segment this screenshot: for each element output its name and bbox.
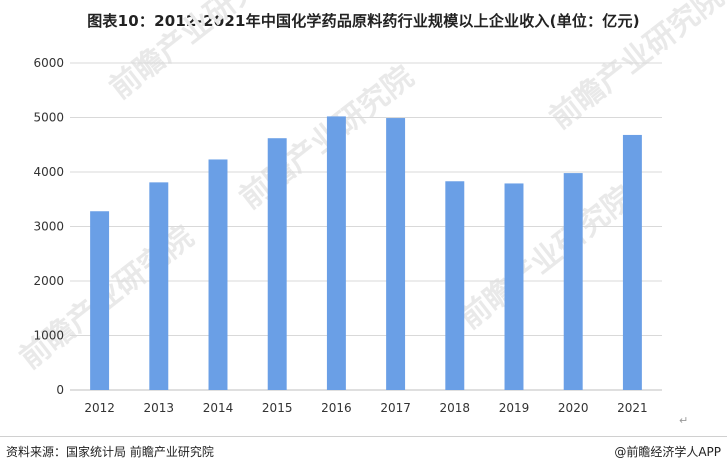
paragraph-return-mark: ↵ bbox=[679, 414, 689, 427]
y-tick-label: 4000 bbox=[33, 165, 64, 179]
footer-divider bbox=[0, 436, 727, 437]
y-tick-label: 0 bbox=[56, 383, 64, 397]
bar-2020 bbox=[563, 173, 583, 390]
x-tick-label: 2016 bbox=[321, 401, 352, 415]
bar-2013 bbox=[149, 182, 169, 390]
bar-2014 bbox=[208, 159, 228, 390]
watermark-text: 前瞻产业研究院 bbox=[453, 179, 640, 336]
y-tick-label: 3000 bbox=[33, 220, 64, 234]
watermark-text: 前瞻产业研究院 bbox=[103, 0, 290, 106]
y-tick-label: 5000 bbox=[33, 111, 64, 125]
x-tick-label: 2021 bbox=[617, 401, 648, 415]
brand-credit: @前瞻经济学人APP bbox=[614, 445, 721, 459]
x-tick-label: 2018 bbox=[440, 401, 471, 415]
watermark-layer: 前瞻产业研究院前瞻产业研究院前瞻产业研究院前瞻产业研究院前瞻产业研究院 bbox=[13, 0, 727, 376]
x-tick-labels: 2012 2013 2014 2015 2016 2017 2018 2019 2020 2021 bbox=[84, 401, 647, 415]
bar-2019 bbox=[504, 183, 524, 390]
bar-2018 bbox=[445, 181, 465, 390]
bar-2021 bbox=[622, 134, 642, 390]
y-tick-labels: 0 1000 2000 3000 4000 5000 6000 bbox=[33, 56, 64, 397]
bar-2015 bbox=[267, 138, 287, 390]
watermark-text: 前瞻产业研究院 bbox=[543, 0, 727, 136]
x-tick-label: 2020 bbox=[558, 401, 589, 415]
x-tick-label: 2015 bbox=[262, 401, 293, 415]
bar-2016 bbox=[326, 116, 346, 390]
bars bbox=[90, 116, 642, 391]
x-tick-label: 2014 bbox=[203, 401, 234, 415]
x-tick-label: 2019 bbox=[499, 401, 530, 415]
x-tick-label: 2013 bbox=[144, 401, 175, 415]
chart-title: 图表10：2012-2021年中国化学药品原料药行业规模以上企业收入(单位：亿元… bbox=[87, 12, 640, 30]
x-tick-label: 2012 bbox=[84, 401, 115, 415]
y-tick-label: 2000 bbox=[33, 274, 64, 288]
bar-2017 bbox=[386, 118, 406, 391]
gridlines bbox=[70, 62, 662, 391]
y-tick-label: 1000 bbox=[33, 329, 64, 343]
source-note: 资料来源：国家统计局 前瞻产业研究院 bbox=[6, 445, 214, 459]
y-tick-label: 6000 bbox=[33, 56, 64, 70]
x-tick-label: 2017 bbox=[380, 401, 411, 415]
bar-2012 bbox=[90, 211, 110, 390]
